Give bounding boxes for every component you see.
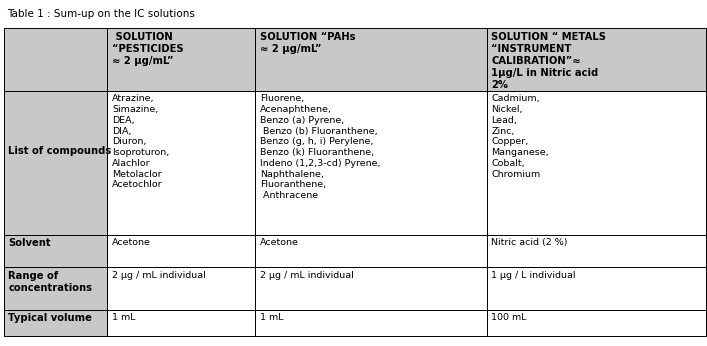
Bar (107, 267, 255, 310)
Bar (4, 28, 107, 91)
Bar (4, 91, 107, 235)
Bar (4, 310, 107, 336)
Text: 2 µg / mL individual: 2 µg / mL individual (112, 271, 206, 280)
Bar (255, 310, 486, 336)
Text: 1 µg / L individual: 1 µg / L individual (491, 271, 576, 280)
Bar (107, 28, 255, 91)
Bar (255, 91, 486, 235)
Bar (255, 267, 486, 310)
Text: Nitric acid (2 %): Nitric acid (2 %) (491, 238, 568, 247)
Text: Range of
concentrations: Range of concentrations (8, 271, 93, 293)
Text: 100 mL: 100 mL (491, 313, 527, 322)
Text: Fluorene,
Acenaphthene,
Benzo (a) Pyrene,
 Benzo (b) Fluoranthene,
Benzo (g, h, : Fluorene, Acenaphthene, Benzo (a) Pyrene… (259, 94, 380, 200)
Text: Table 1 : Sum-up on the IC solutions: Table 1 : Sum-up on the IC solutions (7, 9, 195, 19)
Text: 1 mL: 1 mL (259, 313, 284, 322)
Text: Typical volume: Typical volume (8, 313, 93, 324)
Text: 1 mL: 1 mL (112, 313, 136, 322)
Bar (486, 310, 706, 336)
Bar (486, 28, 706, 91)
Text: Atrazine,
Simazine,
DEA,
DIA,
Diuron,
Isoproturon,
Alachlor
Metolaclor
Acetochlo: Atrazine, Simazine, DEA, DIA, Diuron, Is… (112, 94, 170, 190)
Text: List of compounds: List of compounds (8, 146, 112, 156)
Text: Solvent: Solvent (8, 238, 51, 248)
Bar (4, 235, 107, 267)
Text: Cadmium,
Nickel,
Lead,
Zinc,
Copper,
Manganese,
Cobalt,
Chromium: Cadmium, Nickel, Lead, Zinc, Copper, Man… (491, 94, 549, 179)
Text: Acetone: Acetone (112, 238, 151, 247)
Bar (107, 310, 255, 336)
Text: 2 µg / mL individual: 2 µg / mL individual (259, 271, 354, 280)
Text: SOLUTION “PAHs
≈ 2 µg/mL”: SOLUTION “PAHs ≈ 2 µg/mL” (259, 32, 356, 54)
Bar (107, 91, 255, 235)
Bar (486, 91, 706, 235)
Text: SOLUTION
“PESTICIDES
≈ 2 µg/mL”: SOLUTION “PESTICIDES ≈ 2 µg/mL” (112, 32, 184, 66)
Text: Acetone: Acetone (259, 238, 298, 247)
Bar (255, 235, 486, 267)
Bar (107, 235, 255, 267)
Text: SOLUTION “ METALS
“INSTRUMENT
CALIBRATION”≈
1µg/L in Nitric acid
2%: SOLUTION “ METALS “INSTRUMENT CALIBRATIO… (491, 32, 607, 90)
Bar (486, 235, 706, 267)
Bar (4, 267, 107, 310)
Bar (486, 267, 706, 310)
Bar (255, 28, 486, 91)
